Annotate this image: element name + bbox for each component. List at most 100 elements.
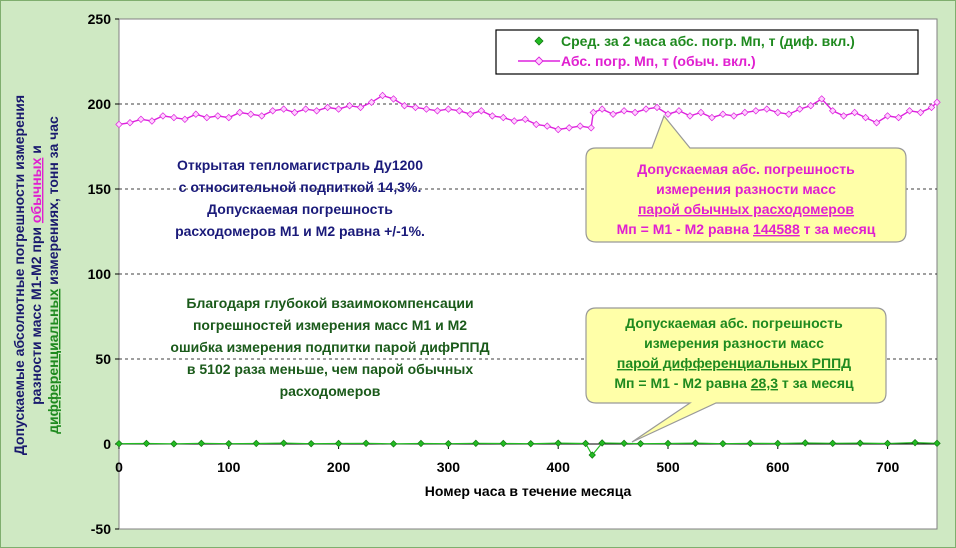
- data-point: [247, 110, 255, 118]
- data-point: [719, 110, 727, 118]
- x-tick-label: 400: [547, 459, 571, 475]
- data-point: [554, 125, 562, 134]
- y-axis-label-line: дифференциальных измерениях, тонн за час: [45, 116, 61, 434]
- x-tick-label: 200: [327, 459, 351, 475]
- data-point: [589, 108, 598, 117]
- data-point: [565, 124, 573, 132]
- data-point: [170, 440, 178, 448]
- data-point: [203, 113, 211, 122]
- data-point: [356, 103, 365, 112]
- data-point: [708, 113, 716, 122]
- callout-bubble: [585, 114, 907, 243]
- data-point: [455, 107, 464, 115]
- data-point: [872, 119, 881, 127]
- x-axis-label: Номер часа в течение месяца: [425, 483, 632, 499]
- data-point: [576, 122, 584, 130]
- legend-box: [495, 29, 919, 75]
- callout-bubble: [585, 307, 887, 443]
- y-tick-label: 150: [88, 181, 112, 197]
- data-point: [686, 112, 694, 120]
- data-point: [422, 105, 431, 113]
- series-differential: [115, 438, 941, 459]
- data-point: [312, 107, 321, 115]
- data-point: [532, 120, 540, 129]
- data-point: [301, 105, 310, 113]
- data-point: [307, 439, 315, 448]
- data-point: [839, 112, 848, 120]
- y-axis-label-line: Допускаемые абсолютные погрешности измер…: [11, 95, 27, 455]
- y-tick-label: 50: [95, 351, 111, 367]
- data-point: [181, 115, 189, 123]
- x-tick-label: 600: [766, 459, 790, 475]
- svg-text:Открытая тепломагистраль Ду120: Открытая тепломагистраль Ду1200 с относит…: [175, 157, 425, 239]
- data-point: [345, 102, 354, 110]
- y-axis-label-line: разности масс М1-М2 при обычных и: [28, 145, 44, 405]
- data-point: [170, 113, 178, 122]
- callout-line: парой обычных расходомеров: [638, 201, 854, 217]
- y-axis: 250 200 150 100 50 0 -50: [88, 11, 119, 537]
- data-point: [389, 95, 398, 103]
- data-point: [543, 122, 551, 130]
- data-point: [763, 105, 771, 113]
- data-point: [433, 107, 442, 115]
- data-point: [527, 439, 535, 448]
- data-point: [378, 91, 387, 100]
- annotation-compensation-info: Благодаря глубокой взаимокомпенсации погр…: [170, 295, 489, 399]
- data-point: [774, 108, 782, 117]
- data-point: [417, 439, 425, 448]
- data-point: [334, 439, 343, 448]
- data-point: [785, 110, 793, 118]
- data-point: [323, 103, 332, 112]
- data-point: [587, 124, 595, 132]
- data-point: [499, 113, 507, 122]
- data-point: [466, 110, 475, 118]
- x-tick-label: 700: [876, 459, 900, 475]
- callout-line: Мп = М1 - М2 равна 144588 т за месяц: [617, 221, 876, 237]
- legend-marker: [534, 56, 544, 66]
- data-point: [620, 439, 628, 448]
- callout-differential: Допускаемая абс. погрешность измерения р…: [585, 307, 887, 443]
- data-point: [850, 108, 859, 117]
- y-tick-label: 100: [88, 266, 112, 282]
- data-point: [631, 108, 639, 117]
- data-point: [916, 108, 925, 117]
- x-tick-label: 100: [217, 459, 241, 475]
- data-point: [148, 117, 156, 125]
- data-point: [499, 439, 507, 448]
- x-tick-label: 0: [115, 459, 123, 475]
- series-conventional: [115, 91, 941, 134]
- data-point: [905, 107, 914, 115]
- legend-label: Абс. погр. Мп, т (обыч. вкл.): [561, 53, 756, 69]
- data-point: [197, 439, 206, 448]
- y-tick-label: -50: [91, 521, 111, 537]
- data-point: [774, 439, 782, 448]
- data-point: [861, 113, 870, 122]
- data-point: [675, 107, 683, 115]
- data-point: [796, 105, 804, 113]
- svg-text:Благодаря глубокой взаимокомпе: Благодаря глубокой взаимокомпенсации погр…: [170, 295, 489, 399]
- data-point: [367, 98, 376, 106]
- data-point: [126, 119, 134, 127]
- callout-line: измерения разности масс: [656, 181, 836, 197]
- data-point: [856, 439, 864, 447]
- data-point: [280, 105, 288, 113]
- data-point: [411, 103, 420, 112]
- data-point: [883, 439, 892, 448]
- series-layer: [115, 91, 941, 459]
- data-point: [115, 439, 123, 448]
- data-point: [400, 102, 409, 110]
- data-point: [477, 107, 486, 115]
- legend-item-conventional: Абс. погр. Мп, т (обыч. вкл.): [518, 53, 756, 69]
- data-point: [280, 439, 288, 447]
- data-point: [225, 113, 233, 122]
- data-point: [137, 115, 145, 123]
- data-point: [609, 110, 617, 118]
- data-point: [933, 98, 941, 106]
- data-point: [290, 108, 299, 117]
- x-axis: 0 100 200 300 400 500 600 700: [115, 444, 899, 475]
- data-point: [444, 105, 453, 113]
- legend: Сред. за 2 часа абс. погр. Мп, т (диф. в…: [495, 29, 919, 75]
- data-point: [697, 108, 705, 117]
- data-point: [807, 102, 815, 110]
- data-point: [911, 438, 919, 447]
